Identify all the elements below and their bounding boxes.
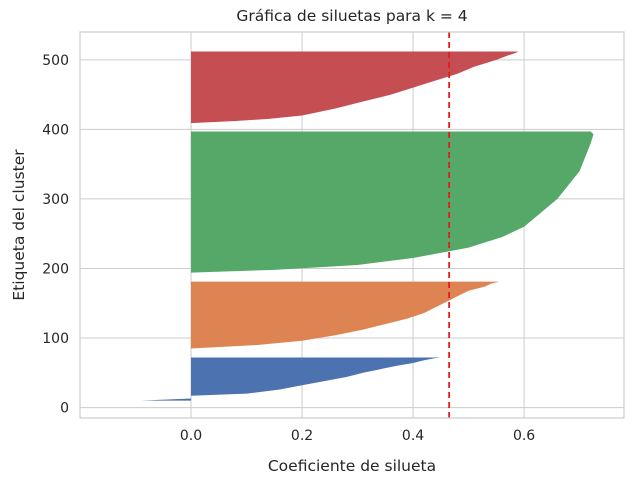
x-tick-label: 0.4 (402, 428, 424, 444)
silhouette-cluster-1 (191, 281, 500, 349)
silhouette-cluster-2 (191, 131, 594, 273)
x-tick-label: 0.6 (513, 428, 535, 444)
y-tick-labels: 0 100 200 300 400 500 (42, 53, 69, 417)
y-tick-label: 200 (42, 261, 69, 277)
x-tick-label: 0.2 (291, 428, 313, 444)
y-axis-label: Etiqueta del cluster (10, 149, 28, 301)
y-tick-label: 500 (42, 53, 69, 69)
y-tick-label: 400 (42, 122, 69, 138)
chart-title: Gráfica de siluetas para k = 4 (236, 7, 467, 25)
y-tick-label: 0 (60, 401, 69, 417)
x-tick-labels: 0.0 0.2 0.4 0.6 (180, 428, 535, 444)
silhouette-cluster-3 (191, 51, 519, 124)
plot-frame (79, 31, 625, 419)
y-tick-label: 300 (42, 192, 69, 208)
x-axis-label: Coeficiente de silueta (268, 457, 436, 475)
y-tick-label: 100 (42, 331, 69, 347)
x-tick-label: 0.0 (180, 428, 202, 444)
silhouette-cluster-0 (141, 357, 441, 401)
silhouette-fills (141, 51, 594, 401)
